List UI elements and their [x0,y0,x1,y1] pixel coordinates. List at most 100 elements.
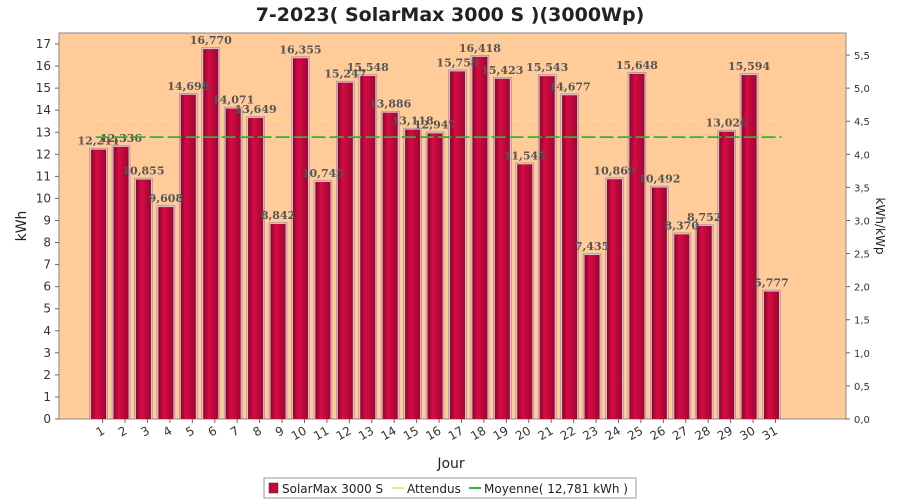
y2-axis-label: kWh/kWp [873,198,887,255]
bar-value-label: 15,247 [324,68,366,81]
x-tick-label: 29 [715,423,735,443]
bar [382,112,398,420]
x-tick-label: 1 [93,423,107,439]
y-tick-label: 10 [36,191,51,205]
y-tick-label: 3 [43,346,51,360]
y-tick-label: 6 [43,280,51,294]
x-tick-label: 9 [273,423,287,439]
bar [562,95,578,420]
legend-series-label: SolarMax 3000 S [282,482,383,496]
y-tick-label: 8 [43,236,51,250]
bar [225,108,241,419]
legend-expected-label: Attendus [407,482,461,496]
bar [606,179,622,419]
x-tick-label: 11 [311,423,331,443]
x-tick-label: 21 [535,423,555,443]
bar [719,131,735,419]
x-tick-label: 25 [625,423,645,443]
bar [270,223,286,419]
y-tick-label: 16 [36,59,51,73]
bar-value-labels: 12,21112,33610,8559,60814,69816,77014,07… [78,34,789,289]
legend-average-label: Moyenne( 12,781 kWh ) [484,482,628,496]
bar-value-label: 10,869 [593,164,635,177]
bar [517,164,533,419]
x-tick-label: 27 [670,423,690,443]
y2-tick-label: 5,5 [854,51,870,62]
x-tick-label: 19 [491,423,511,443]
y2-tick-label: 0,0 [854,415,870,426]
bar-value-label: 8,752 [687,211,721,224]
bar [360,76,376,419]
bar-value-label: 15,648 [616,59,658,72]
x-tick-label: 26 [648,423,668,443]
bar-value-label: 10,855 [122,165,164,178]
bar [539,76,555,419]
x-tick-label: 7 [228,423,242,439]
bar-value-label: 15,543 [526,61,568,74]
bar [292,58,308,419]
y2-tick-label: 2,5 [854,250,870,261]
bar [472,56,488,419]
x-tick-label: 8 [250,423,264,439]
y-tick-label: 17 [36,37,51,51]
bar [427,133,443,419]
y2-tick-label: 2,0 [854,283,870,294]
bar [248,117,264,420]
bar [337,82,353,420]
y-tick-label: 9 [43,213,51,227]
y-tick-label: 7 [43,258,51,272]
bar-value-label: 8,842 [261,209,295,222]
x-tick-label: 24 [603,423,623,443]
bar [180,94,196,420]
x-axis-label: Jour [436,456,465,472]
bar-value-label: 12,947 [414,118,456,131]
x-tick-label: 31 [760,423,780,443]
chart-title: 7-2023( SolarMax 3000 S )(3000Wp) [256,4,645,26]
bar-value-label: 13,026 [706,117,748,130]
bar [696,225,712,419]
x-tick-label: 22 [558,423,578,443]
y-tick-label: 14 [36,103,51,117]
bar-value-label: 10,492 [638,173,680,186]
y2-tick-label: 1,5 [854,316,870,327]
x-tick-label: 30 [737,423,757,443]
y-axis-right: 0,0 0,5 1,0 1,5 2,0 2,5 3,0 3,5 4,0 4,5 5,0 5,5 [846,51,870,426]
bar [91,149,107,420]
y-tick-label: 2 [43,368,51,382]
bar [158,207,174,419]
y-tick-label: 1 [43,390,51,404]
bar [651,187,667,419]
x-tick-label: 15 [401,423,421,443]
x-tick-label: 10 [289,423,309,443]
bar-value-label: 15,423 [481,64,523,77]
legend-swatch-series [268,482,279,494]
bar-value-label: 8,370 [665,219,700,232]
bar [135,179,151,419]
x-tick-label: 14 [378,423,398,443]
bar-value-label: 12,336 [100,132,142,145]
bar-value-label: 14,071 [212,94,254,107]
bar [315,181,331,419]
y-axis-label: kWh [14,211,30,242]
x-tick-label: 23 [580,423,600,443]
bar [113,146,129,420]
y-tick-label: 12 [36,147,51,161]
y-tick-label: 15 [36,81,51,95]
y2-tick-label: 3,5 [854,183,870,194]
bar [203,49,219,419]
x-tick-label: 13 [356,423,376,443]
x-tick-label: 2 [116,423,130,439]
bar-value-label: 15,594 [728,60,770,73]
bar [764,291,779,419]
bar-value-label: 14,677 [549,80,591,93]
x-tick-label: 5 [183,423,197,439]
y-tick-label: 4 [43,324,51,338]
bar [629,73,645,420]
bar-value-label: 15,548 [347,61,389,74]
x-tick-label: 18 [468,423,488,443]
bar-value-label: 15,758 [436,56,478,69]
x-tick-label: 20 [513,423,533,443]
bar-value-label: 13,118 [392,115,434,128]
